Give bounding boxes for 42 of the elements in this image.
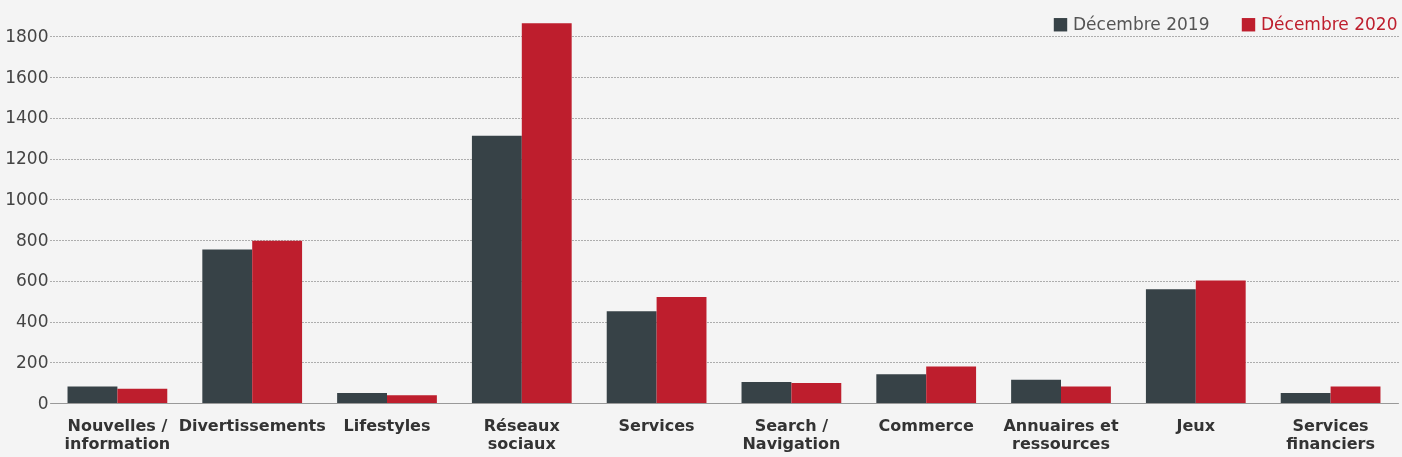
y-tick-label: 1400 xyxy=(5,107,49,128)
bar xyxy=(67,386,118,403)
x-tick-label: Services financiers xyxy=(1286,415,1375,453)
y-tick-label: 1800 xyxy=(5,25,49,46)
bar xyxy=(606,311,657,403)
y-tick-label: 400 xyxy=(16,311,49,332)
x-tick-label: Réseaux sociaux xyxy=(483,415,561,453)
y-tick-label: 800 xyxy=(16,229,49,250)
bar xyxy=(1195,280,1246,403)
bar xyxy=(876,374,927,403)
bar xyxy=(656,297,707,403)
x-tick-label: Commerce xyxy=(878,415,974,435)
x-tick-label: Services xyxy=(618,415,695,435)
bar xyxy=(117,388,168,403)
bar xyxy=(1280,393,1331,403)
x-tick-label: Divertissements xyxy=(178,415,326,435)
bar xyxy=(791,383,842,403)
bar xyxy=(1145,289,1196,403)
y-tick-label: 600 xyxy=(16,270,49,291)
bar xyxy=(521,23,572,403)
legend-label: Décembre 2019 xyxy=(1073,13,1210,34)
bar xyxy=(387,395,437,403)
bar xyxy=(202,249,253,403)
bar xyxy=(741,382,792,403)
bar xyxy=(252,240,303,403)
x-tick-label: Lifestyles xyxy=(343,415,431,435)
bar xyxy=(1061,386,1111,403)
bar xyxy=(337,393,387,403)
bar xyxy=(926,366,977,403)
y-tick-label: 1000 xyxy=(5,188,49,209)
y-tick-label: 1600 xyxy=(5,66,49,87)
bar xyxy=(471,135,522,403)
bar xyxy=(1011,379,1061,403)
y-tick-label: 200 xyxy=(16,351,49,372)
x-tick-label: Jeux xyxy=(1175,415,1216,435)
x-tick-label: Annuaires et ressources xyxy=(1003,415,1119,453)
y-tick-label: 0 xyxy=(37,392,49,413)
x-tick-label: Search / Navigation xyxy=(742,415,841,453)
bar xyxy=(1330,386,1381,403)
y-tick-label: 1200 xyxy=(5,148,49,169)
legend-label: Décembre 2020 xyxy=(1261,13,1398,34)
x-tick-label: Nouvelles / information xyxy=(64,415,171,453)
